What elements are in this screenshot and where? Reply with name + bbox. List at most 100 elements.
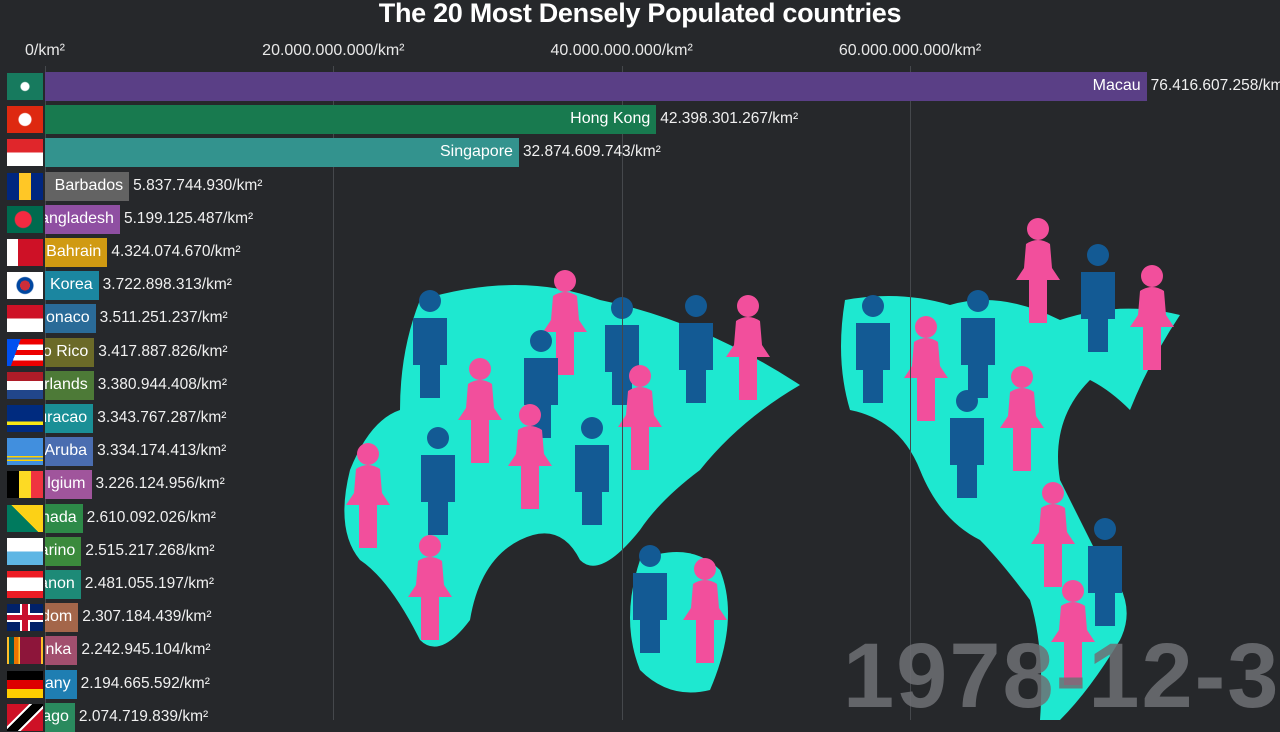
bar-category-label: n Korea xyxy=(45,276,93,294)
male-figure-icon xyxy=(1081,244,1115,352)
bar-row: nka 2.242.945.104/km² xyxy=(0,636,1280,666)
bar: arino xyxy=(45,536,82,566)
female-figure-icon xyxy=(726,295,770,400)
belgium-flag-icon xyxy=(7,471,43,499)
bar-category-label: rlands xyxy=(45,375,88,393)
bar: Bahrain xyxy=(45,238,108,267)
bar-row: dom 2.307.184.439/km² xyxy=(0,603,1280,633)
sri-lanka-flag-icon xyxy=(7,637,43,665)
bar-row: Macau 76.416.607.258/km² xyxy=(0,72,1280,101)
female-figure-icon xyxy=(508,404,552,509)
male-figure-icon xyxy=(575,417,609,525)
gridline xyxy=(333,66,335,720)
bar-category-label: arino xyxy=(45,541,76,559)
bar-row: any 2.194.665.592/km² xyxy=(0,669,1280,699)
bar-category-label: Singapore xyxy=(439,143,513,161)
bar-row: nada 2.610.092.026/km² xyxy=(0,503,1280,533)
female-figure-icon xyxy=(1051,580,1095,685)
chart-title: The 20 Most Densely Populated countries xyxy=(378,0,902,28)
x-tick-label: 20.000.000.000/km² xyxy=(262,42,405,59)
male-figure-icon xyxy=(1088,518,1122,626)
male-figure-icon xyxy=(856,295,890,403)
bar-value-label: 2.610.092.026/km² xyxy=(86,508,216,526)
netherlands-flag-icon xyxy=(7,371,43,399)
bar: o Rico xyxy=(45,337,95,367)
bar: Barbados xyxy=(45,171,130,201)
bar: n Korea xyxy=(45,271,99,301)
bar-row: rlands 3.380.944.408/km² xyxy=(0,370,1280,400)
bar-row: uracao 3.343.767.287/km² xyxy=(0,404,1280,433)
bar-row: Bahrain 4.324.074.670/km² xyxy=(0,238,1280,267)
bar-category-label: Aruba xyxy=(45,442,88,460)
bar-value-label: 3.722.898.313/km² xyxy=(102,276,232,294)
bar-value-label: 4.324.074.670/km² xyxy=(111,243,241,260)
bar-row: arino 2.515.217.268/km² xyxy=(0,536,1280,566)
female-figure-icon xyxy=(458,358,502,463)
grenada-flag-icon xyxy=(7,504,43,532)
monaco-flag-icon xyxy=(7,305,43,333)
bar: dom xyxy=(45,603,79,633)
curacao-flag-icon xyxy=(7,405,43,432)
male-figure-icon xyxy=(633,545,667,653)
bar: angladesh xyxy=(45,204,120,234)
bar-value-label: 3.417.887.826/km² xyxy=(98,342,228,360)
bar-row: Hong Kong 42.398.301.267/km² xyxy=(0,105,1280,135)
bar-value-label: 2.307.184.439/km² xyxy=(82,608,212,626)
bar-value-label: 42.398.301.267/km² xyxy=(660,110,799,128)
bar-row: Barbados 5.837.744.930/km² xyxy=(0,171,1280,201)
aruba-flag-icon xyxy=(7,438,43,466)
bar: rlands xyxy=(45,370,94,400)
bar-value-label: 3.380.944.408/km² xyxy=(97,375,227,393)
hong-kong-flag-icon xyxy=(7,106,43,134)
bar-row: lgium 3.226.124.956/km² xyxy=(0,470,1280,500)
san-marino-flag-icon xyxy=(7,537,43,565)
female-figure-icon xyxy=(683,558,727,663)
male-figure-icon xyxy=(413,290,447,398)
x-tick-label: 40.000.000.000/km² xyxy=(550,42,693,59)
gridline xyxy=(621,66,623,720)
male-figure-icon xyxy=(421,427,455,535)
bar: Singapore xyxy=(45,138,519,168)
bar-value-label: 2.194.665.592/km² xyxy=(80,674,210,692)
bar-value-label: 2.242.945.104/km² xyxy=(81,641,211,659)
bar-category-label: nka xyxy=(45,641,72,659)
bar: nka xyxy=(45,636,78,666)
male-figure-icon xyxy=(950,390,984,498)
bar-category-label: Hong Kong xyxy=(570,110,651,128)
female-figure-icon xyxy=(618,365,662,470)
bar-category-label: nada xyxy=(45,508,77,526)
bar-value-label: 2.074.719.839/km² xyxy=(78,707,209,725)
bar-row: n Korea 3.722.898.313/km² xyxy=(0,271,1280,301)
bar-category-label: onaco xyxy=(46,309,90,327)
germany-flag-icon xyxy=(7,670,43,698)
puerto-rico-flag-icon xyxy=(7,338,43,366)
bar-value-label: 76.416.607.258/km² xyxy=(1150,77,1280,94)
bar-category-label: o Rico xyxy=(45,342,89,360)
female-figure-icon xyxy=(1031,482,1075,587)
bar: nada xyxy=(45,503,83,533)
bar-category-label: Barbados xyxy=(54,176,124,194)
bar: any xyxy=(45,669,77,699)
bar: lgium xyxy=(45,470,92,500)
bar: Hong Kong xyxy=(45,105,657,135)
barbados-flag-icon xyxy=(7,172,43,200)
bar-row: o Rico 3.417.887.826/km² xyxy=(0,337,1280,367)
bar-row: angladesh 5.199.125.487/km² xyxy=(0,204,1280,234)
lebanon-flag-icon xyxy=(7,571,43,598)
bar-value-label: 32.874.609.743/km² xyxy=(522,143,661,161)
x-tick-label: 0/km² xyxy=(25,42,65,59)
united-kingdom-flag-icon xyxy=(7,604,43,632)
bar-value-label: 2.515.217.268/km² xyxy=(85,541,215,559)
bar: Macau xyxy=(45,72,1147,101)
bar: uracao xyxy=(45,404,94,433)
singapore-flag-icon xyxy=(7,139,43,167)
bar-value-label: 2.481.055.197/km² xyxy=(84,575,215,592)
bar-category-label: any xyxy=(45,674,71,692)
bar-value-label: 5.837.744.930/km² xyxy=(133,176,263,194)
female-figure-icon xyxy=(1130,265,1174,370)
bar-value-label: 5.199.125.487/km² xyxy=(123,209,254,227)
bar: ago xyxy=(45,702,75,732)
bar-value-label: 3.226.124.956/km² xyxy=(95,475,225,493)
female-figure-icon xyxy=(543,270,587,375)
bar-category-label: anon xyxy=(45,575,75,592)
